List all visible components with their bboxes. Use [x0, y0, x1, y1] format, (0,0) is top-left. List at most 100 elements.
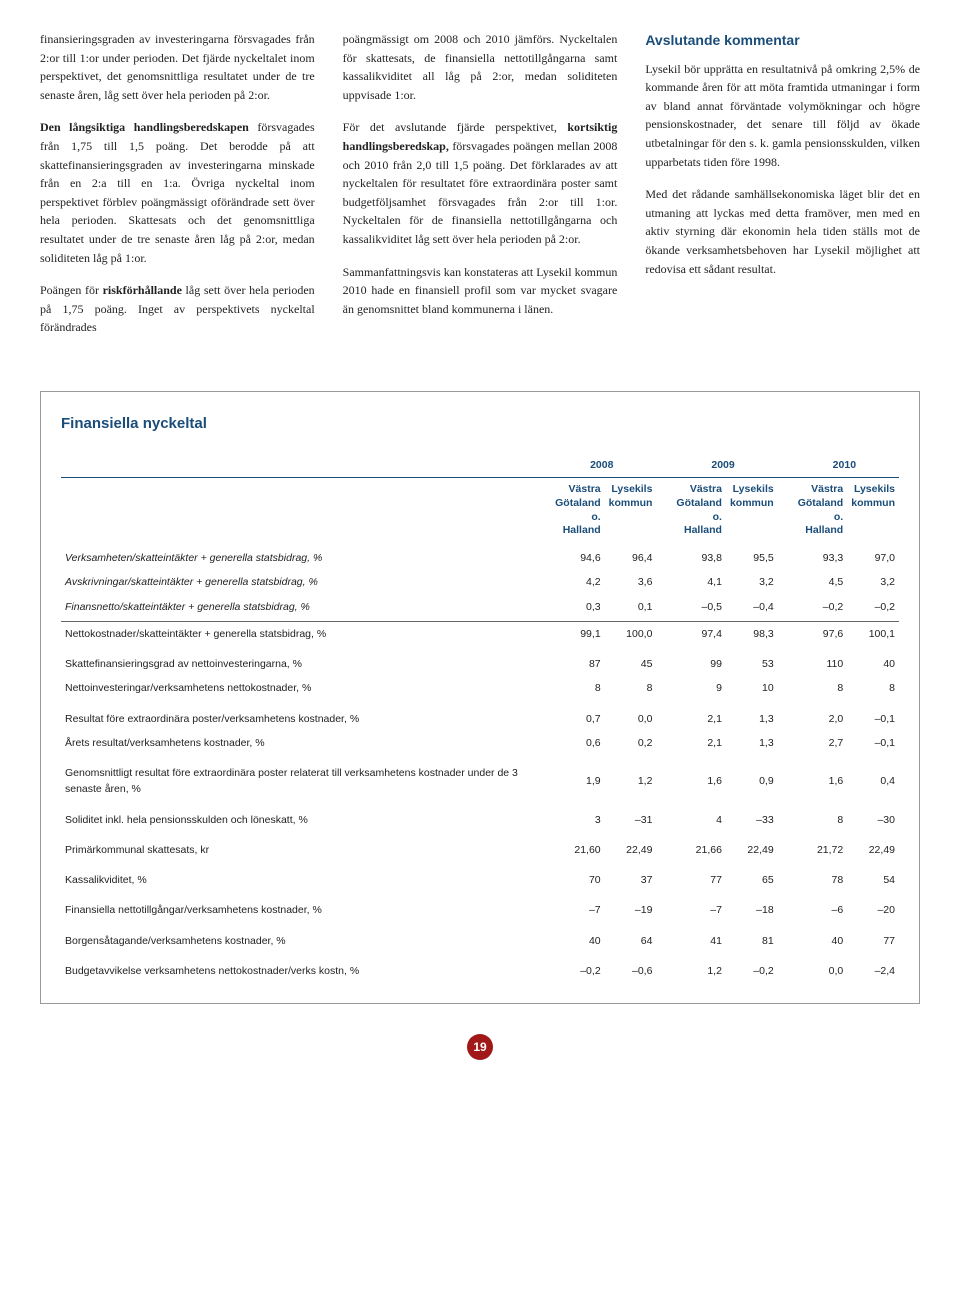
cell: –33 [726, 802, 778, 832]
row-label: Budgetavvikelse verksamhetens nettokostn… [61, 953, 547, 983]
row-label: Nettoinvesteringar/verksamhetens nettoko… [61, 676, 547, 700]
cell: –20 [847, 892, 899, 922]
row-label: Skattefinansieringsgrad av nettoinvester… [61, 646, 547, 676]
cell: 1,2 [668, 953, 726, 983]
cell: 8 [847, 676, 899, 700]
row-label: Resultat före extraordinära poster/verks… [61, 701, 547, 731]
cell: 21,60 [547, 832, 605, 862]
year-2009: 2009 [668, 453, 777, 478]
row-label: Genomsnittligt resultat före extraordinä… [61, 755, 547, 802]
row-label: Nettokostnader/skatteintäkter + generell… [61, 621, 547, 646]
cell: 3 [547, 802, 605, 832]
cell: 54 [847, 862, 899, 892]
cell: 1,3 [726, 731, 778, 755]
table-row: Kassalikviditet, %703777657854 [61, 862, 899, 892]
cell: 93,3 [790, 546, 848, 570]
cell: 0,9 [726, 755, 778, 802]
cell: 45 [605, 646, 657, 676]
col-vg: VästraGötalando. Halland [547, 478, 605, 546]
cell: 3,6 [605, 570, 657, 594]
row-label: Årets resultat/verksamhetens kostnader, … [61, 731, 547, 755]
bold: riskförhållande [103, 283, 182, 297]
table-row: Primärkommunal skattesats, kr21,6022,492… [61, 832, 899, 862]
table-subhead-row: VästraGötalando. Halland Lysekilskommun … [61, 478, 899, 546]
cell: 4,2 [547, 570, 605, 594]
table-row: Resultat före extraordinära poster/verks… [61, 701, 899, 731]
bold: Den långsiktiga handlingsberedskapen [40, 120, 249, 134]
col-ly: Lysekilskommun [605, 478, 657, 546]
page-number: 19 [467, 1034, 493, 1060]
cell: 3,2 [726, 570, 778, 594]
column-1: finansieringsgraden av investeringarna f… [40, 30, 315, 351]
row-label: Verksamheten/skatteintäkter + generella … [61, 546, 547, 570]
cell: 4,1 [668, 570, 726, 594]
cell: 9 [668, 676, 726, 700]
cell: –0,4 [726, 595, 778, 622]
cell: 2,7 [790, 731, 848, 755]
cell: 96,4 [605, 546, 657, 570]
cell: –18 [726, 892, 778, 922]
para: Sammanfattningsvis kan konstateras att L… [343, 263, 618, 319]
para: Lysekil bör upprätta en resultatnivå på … [645, 60, 920, 172]
cell: –31 [605, 802, 657, 832]
cell: 1,6 [668, 755, 726, 802]
section-heading: Avslutande kommentar [645, 30, 920, 52]
cell: 4,5 [790, 570, 848, 594]
col-vg: VästraGötalando. Halland [668, 478, 726, 546]
para: finansieringsgraden av investeringarna f… [40, 30, 315, 104]
para: Den långsiktiga handlingsberedskapen för… [40, 118, 315, 267]
text: försvagades poängen mellan 2008 och 2010… [343, 139, 618, 246]
cell: 21,72 [790, 832, 848, 862]
text-columns: finansieringsgraden av investeringarna f… [40, 30, 920, 351]
cell: 40 [790, 923, 848, 953]
cell: 2,1 [668, 701, 726, 731]
financial-table: 2008 2009 2010 VästraGötalando. Halland … [61, 453, 899, 983]
cell: –7 [547, 892, 605, 922]
row-label: Borgensåtagande/verksamhetens kostnader,… [61, 923, 547, 953]
cell: 94,6 [547, 546, 605, 570]
cell: 100,0 [605, 621, 657, 646]
cell: 22,49 [847, 832, 899, 862]
text: försvagades från 1,75 till 1,5 poäng. De… [40, 120, 315, 264]
cell: 77 [668, 862, 726, 892]
table-row: Finansnetto/skatteintäkter + generella s… [61, 595, 899, 622]
cell: 95,5 [726, 546, 778, 570]
col-ly: Lysekilskommun [726, 478, 778, 546]
cell: 1,2 [605, 755, 657, 802]
cell: 8 [790, 676, 848, 700]
para: poängmässigt om 2008 och 2010 jämförs. N… [343, 30, 618, 104]
table-body: Verksamheten/skatteintäkter + generella … [61, 546, 899, 983]
cell: 21,66 [668, 832, 726, 862]
cell: 97,6 [790, 621, 848, 646]
row-label: Primärkommunal skattesats, kr [61, 832, 547, 862]
cell: 78 [790, 862, 848, 892]
cell: 37 [605, 862, 657, 892]
cell: 77 [847, 923, 899, 953]
cell: 87 [547, 646, 605, 676]
cell: 3,2 [847, 570, 899, 594]
row-label: Soliditet inkl. hela pensionsskulden och… [61, 802, 547, 832]
cell: 2,0 [790, 701, 848, 731]
para: Med det rådande samhällsekonomiska läget… [645, 185, 920, 278]
cell: –0,1 [847, 701, 899, 731]
cell: 0,0 [790, 953, 848, 983]
table-title: Finansiella nyckeltal [61, 412, 899, 435]
page-footer: 19 [40, 1034, 920, 1060]
table-row: Soliditet inkl. hela pensionsskulden och… [61, 802, 899, 832]
year-2010: 2010 [790, 453, 899, 478]
text: Poängen för [40, 283, 103, 297]
cell: 53 [726, 646, 778, 676]
cell: –0,1 [847, 731, 899, 755]
table-row: Budgetavvikelse verksamhetens nettokostn… [61, 953, 899, 983]
col-ly: Lysekilskommun [847, 478, 899, 546]
cell: 65 [726, 862, 778, 892]
cell: 10 [726, 676, 778, 700]
cell: 4 [668, 802, 726, 832]
cell: –0,2 [790, 595, 848, 622]
cell: 1,3 [726, 701, 778, 731]
column-3: Avslutande kommentar Lysekil bör upprätt… [645, 30, 920, 351]
row-label: Avskrivningar/skatteintäkter + generella… [61, 570, 547, 594]
cell: 0,1 [605, 595, 657, 622]
cell: 8 [790, 802, 848, 832]
table-row: Avskrivningar/skatteintäkter + generella… [61, 570, 899, 594]
